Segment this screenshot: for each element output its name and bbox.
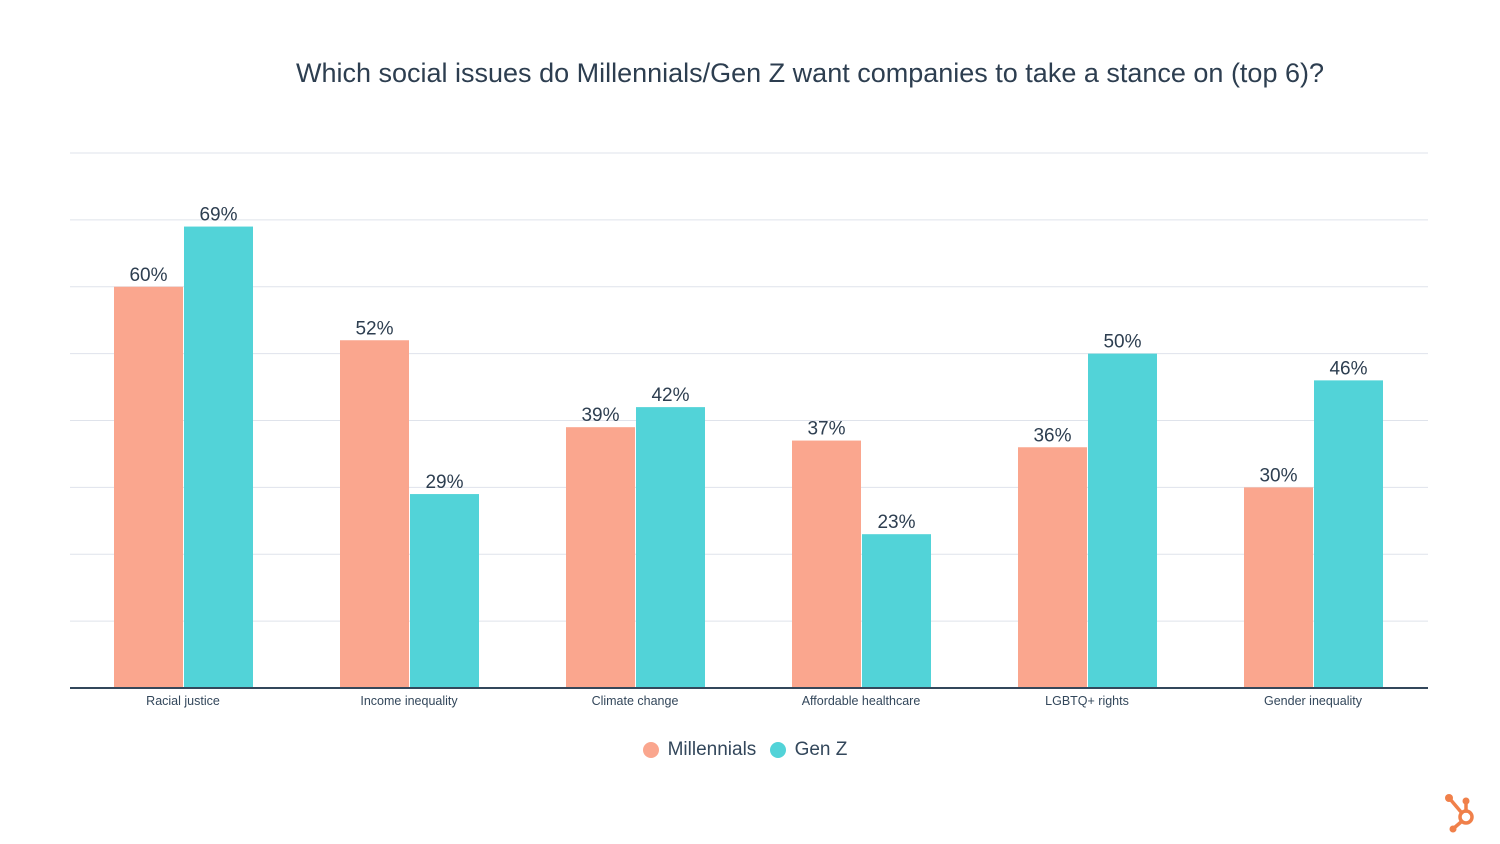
bar-millennials xyxy=(792,440,861,688)
data-label: 30% xyxy=(1259,465,1297,486)
bar-gen-z xyxy=(862,534,931,688)
legend-swatch xyxy=(642,742,659,758)
bar-gen-z xyxy=(1314,380,1383,688)
bar-gen-z xyxy=(1088,353,1157,688)
data-label: 37% xyxy=(807,419,845,440)
legend: Millennials Gen Z xyxy=(0,739,1490,764)
x-tick-label: Gender inequality xyxy=(1264,694,1363,708)
bar-millennials xyxy=(1018,447,1087,688)
chart-title: Which social issues do Millennials/Gen Z… xyxy=(295,58,1324,88)
data-label: 29% xyxy=(425,472,463,493)
bar-gen-z xyxy=(184,226,253,688)
bar-gen-z xyxy=(636,407,705,688)
data-label: 39% xyxy=(581,405,619,426)
data-label: 60% xyxy=(129,265,167,286)
x-tick-label: LGBTQ+ rights xyxy=(1045,694,1129,708)
bar-millennials xyxy=(114,286,183,688)
data-label: 23% xyxy=(877,512,915,533)
x-tick-label: Affordable healthcare xyxy=(802,694,921,708)
x-tick-label: Income inequality xyxy=(360,694,458,708)
legend-item-millennials[interactable]: Millennials xyxy=(642,739,757,761)
data-label: 69% xyxy=(199,205,237,226)
legend-swatch xyxy=(769,742,786,758)
hubspot-logo-icon xyxy=(1445,794,1474,833)
bar-millennials xyxy=(340,340,409,688)
x-tick-label: Climate change xyxy=(592,694,679,708)
data-label: 46% xyxy=(1329,358,1367,379)
legend-item-genz[interactable]: Gen Z xyxy=(769,739,848,761)
data-label: 50% xyxy=(1103,332,1141,353)
data-label: 42% xyxy=(651,385,689,406)
x-tick-label: Racial justice xyxy=(146,694,220,708)
legend-label: Gen Z xyxy=(794,739,848,760)
bar-millennials xyxy=(1244,487,1313,688)
data-label: 36% xyxy=(1033,425,1071,446)
bar-gen-z xyxy=(410,494,479,688)
bar-millennials xyxy=(566,427,635,688)
legend-label: Millennials xyxy=(667,739,757,760)
data-label: 52% xyxy=(355,318,393,339)
